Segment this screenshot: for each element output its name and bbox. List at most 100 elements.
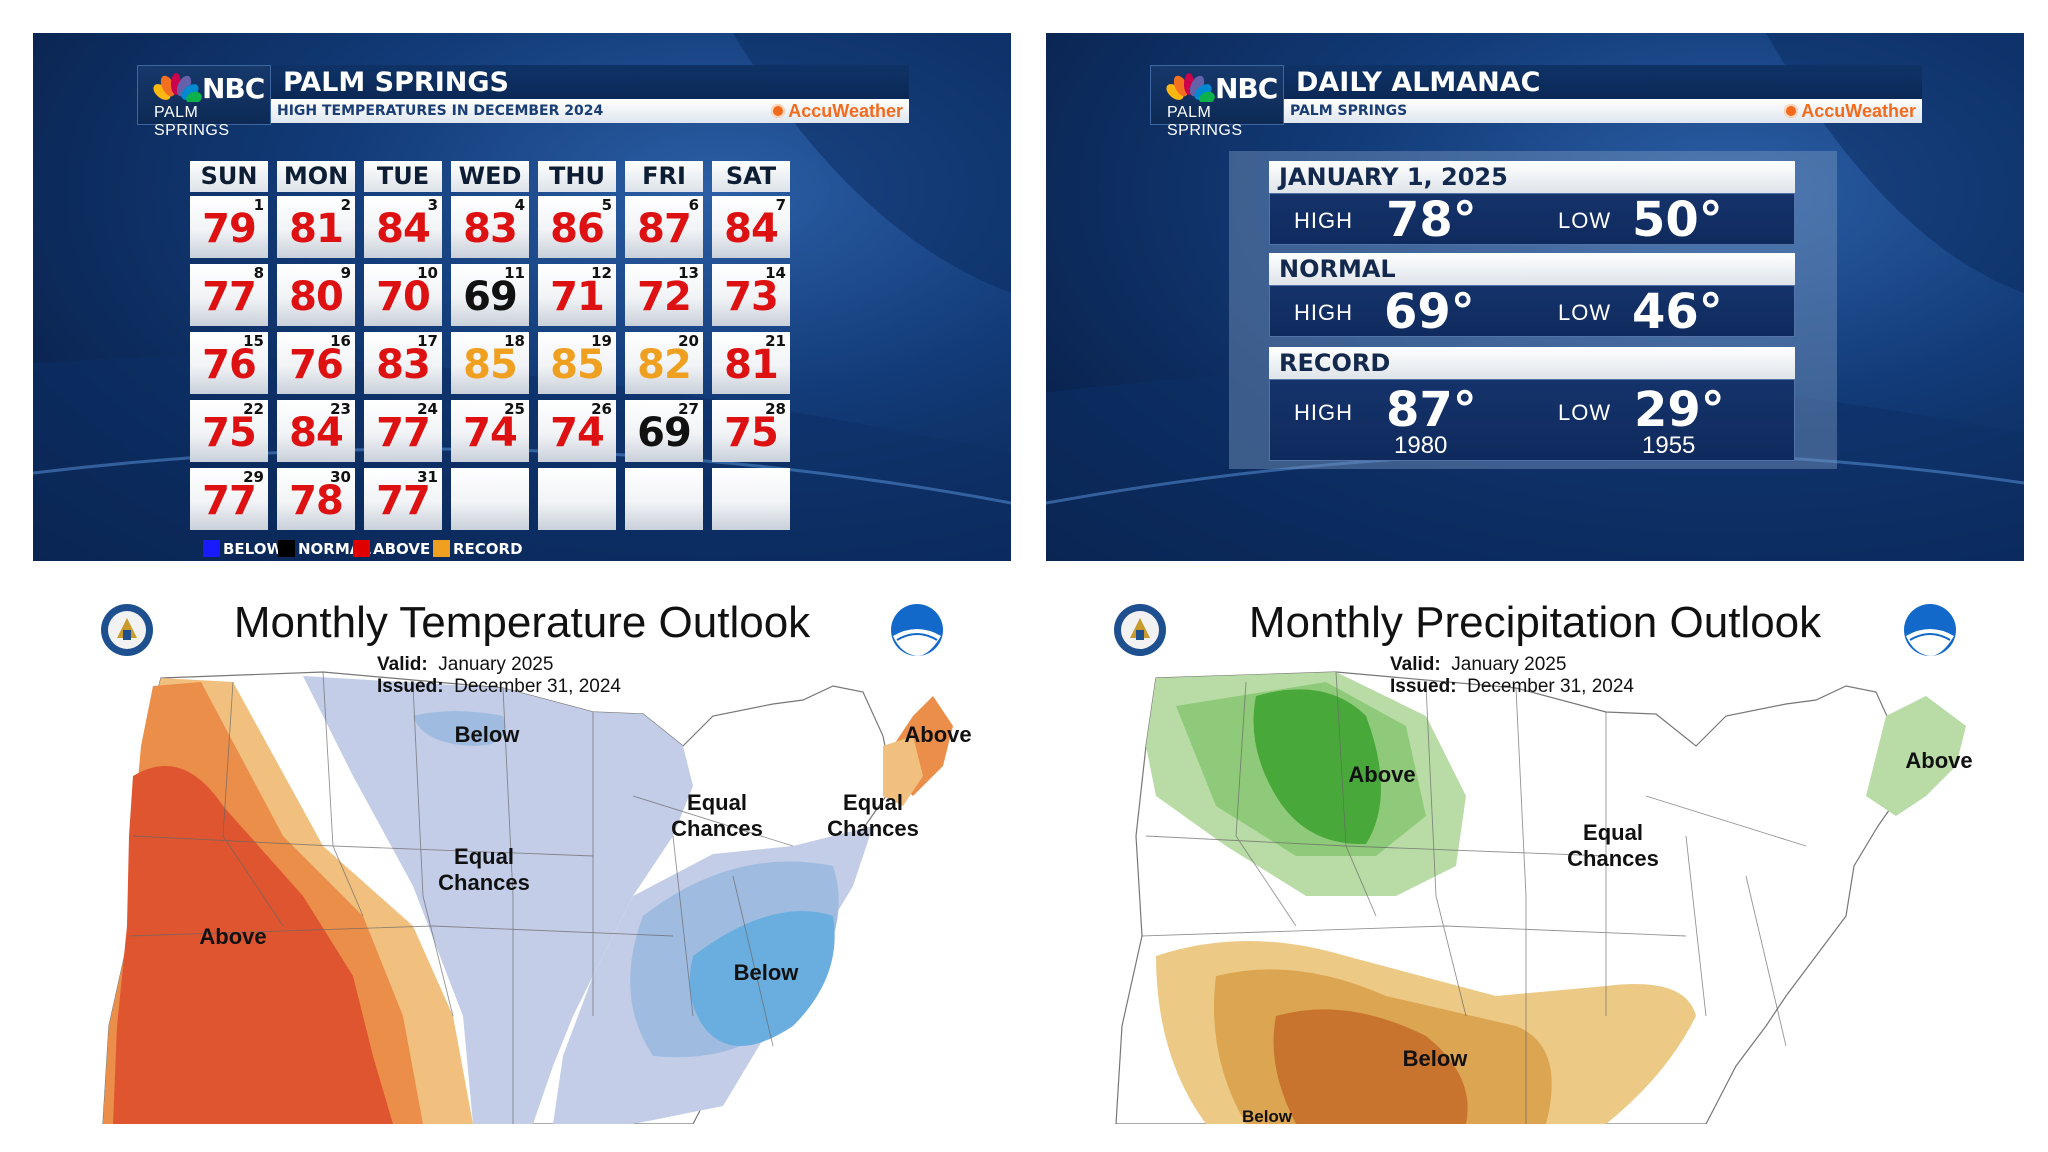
above-dark-region xyxy=(113,766,393,1124)
calendar-day-cell: 7 84 xyxy=(712,196,790,258)
day-number: 13 xyxy=(678,264,699,282)
low-label: LOW xyxy=(1558,300,1612,325)
high-temperature: 70 xyxy=(376,274,431,320)
normal-high: 69° xyxy=(1384,284,1475,340)
calendar-panel: NBC PALM SPRINGS PALM SPRINGS HIGH TEMPE… xyxy=(33,33,1011,561)
calendar-day-cell: 10 70 xyxy=(364,264,442,326)
day-number: 3 xyxy=(427,196,438,214)
valid-line: Valid: January 2025 xyxy=(1390,654,1566,676)
day-number: 10 xyxy=(417,264,438,282)
above-west-label: Above xyxy=(199,924,266,949)
calendar-day-cell: 11 69 xyxy=(451,264,529,326)
day-number: 1 xyxy=(253,196,264,214)
issued-line: Issued: December 31, 2024 xyxy=(1390,676,1634,698)
weekday-tue: TUE xyxy=(364,161,442,192)
high-temperature: 73 xyxy=(724,274,779,320)
legend-label: NORMAL xyxy=(298,540,371,558)
valid-label: Valid: xyxy=(377,654,428,675)
panel-subtitle: HIGH TEMPERATURES IN DECEMBER 2024 xyxy=(277,103,604,119)
day-number: 22 xyxy=(243,400,264,418)
below-bottom-label: Below xyxy=(1242,1107,1293,1124)
day-number: 27 xyxy=(678,400,699,418)
high-temperature: 83 xyxy=(376,342,431,388)
below-light-region xyxy=(303,676,693,1124)
high-temperature: 84 xyxy=(289,410,344,456)
normal-low: 46° xyxy=(1632,284,1723,340)
normal-row: HIGH 69° LOW 46° xyxy=(1269,284,1795,340)
high-temperature: 84 xyxy=(376,206,431,252)
high-temperature: 74 xyxy=(550,410,605,456)
record-label: RECORD xyxy=(1269,347,1795,379)
equal-chances-ne-label-1: Equal xyxy=(843,790,903,815)
high-temperature: 69 xyxy=(637,410,692,456)
calendar-day-cell: 6 87 xyxy=(625,196,703,258)
high-temperature: 78 xyxy=(289,478,344,524)
equal-chances-label-1: Equal xyxy=(1583,820,1643,845)
weekday-sat: SAT xyxy=(712,161,790,192)
equal-chances-greatlakes-label-1: Equal xyxy=(687,790,747,815)
legend-label: ABOVE xyxy=(373,540,431,558)
calendar-day-cell: 5 86 xyxy=(538,196,616,258)
sponsor-name: AccuWeather xyxy=(788,101,903,121)
station-name: PALM SPRINGS xyxy=(1167,104,1243,139)
subtitle-bar: HIGH TEMPERATURES IN DECEMBER 2024 AccuW… xyxy=(271,99,909,123)
day-number: 11 xyxy=(504,264,525,282)
calendar-day-cell: 27 69 xyxy=(625,400,703,462)
map-title: Monthly Temperature Outlook xyxy=(233,598,811,647)
record-high: 87° xyxy=(1386,382,1477,438)
high-temperature: 75 xyxy=(724,410,779,456)
weekday-sun: SUN xyxy=(190,161,268,192)
valid-value: January 2025 xyxy=(438,654,554,675)
low-label: LOW xyxy=(1558,208,1612,233)
date-label: JANUARY 1, 2025 xyxy=(1269,161,1795,193)
day-number: 23 xyxy=(330,400,351,418)
title-bar: DAILY ALMANAC xyxy=(1284,65,1922,99)
record-low: 29° xyxy=(1634,382,1725,438)
above-north-label: Above xyxy=(1348,762,1415,787)
high-temperature: 74 xyxy=(463,410,518,456)
day-number: 7 xyxy=(775,196,786,214)
map-title: Monthly Precipitation Outlook xyxy=(1248,598,1822,647)
precipitation-outlook-map: Above Above Equal Chances Below Below Mo… xyxy=(1046,596,2024,1124)
network-name: NBC xyxy=(202,72,265,105)
calendar-day-cell xyxy=(625,468,703,530)
day-number: 14 xyxy=(765,264,786,282)
day-number: 15 xyxy=(243,332,264,350)
calendar-day-cell xyxy=(451,468,529,530)
peacock-icon xyxy=(1166,73,1215,102)
calendar-day-cell: 30 78 xyxy=(277,468,355,530)
calendar-day-cell: 31 77 xyxy=(364,468,442,530)
valid-line: Valid: January 2025 xyxy=(377,654,553,676)
issued-value: December 31, 2024 xyxy=(1467,676,1634,697)
normal-label: NORMAL xyxy=(1269,253,1795,285)
calendar-day-cell: 28 75 xyxy=(712,400,790,462)
equal-chances-greatlakes-label-2: Chances xyxy=(671,816,763,841)
day-number: 28 xyxy=(765,400,786,418)
high-temperature: 75 xyxy=(202,410,257,456)
calendar-day-cell: 15 76 xyxy=(190,332,268,394)
day-number: 4 xyxy=(514,196,525,214)
sun-icon xyxy=(771,104,786,118)
subtitle-bar: PALM SPRINGS AccuWeather xyxy=(1284,99,1922,123)
calendar-day-cell: 29 77 xyxy=(190,468,268,530)
high-temperature: 81 xyxy=(724,342,779,388)
calendar-header: NBC PALM SPRINGS PALM SPRINGS HIGH TEMPE… xyxy=(137,65,909,139)
peacock-icon xyxy=(153,73,202,102)
day-number: 31 xyxy=(417,468,438,486)
legend-label: RECORD xyxy=(453,540,523,558)
above-northeast-label: Above xyxy=(904,722,971,747)
day-number: 9 xyxy=(340,264,351,282)
calendar-day-cell: 19 85 xyxy=(538,332,616,394)
sponsor-name: AccuWeather xyxy=(1801,101,1916,121)
noaa-logo-icon xyxy=(1904,604,1956,656)
weekday-thu: THU xyxy=(538,161,616,192)
high-temperature: 86 xyxy=(550,206,605,252)
issued-value: December 31, 2024 xyxy=(454,676,621,697)
network-name: NBC xyxy=(1215,72,1278,105)
equal-chances-plains-label-2: Chances xyxy=(438,870,530,895)
calendar-day-cell: 3 84 xyxy=(364,196,442,258)
nbc-logo: NBC PALM SPRINGS xyxy=(1150,65,1284,139)
below-north-label: Below xyxy=(455,722,521,747)
record-low-year: 1955 xyxy=(1642,432,1696,459)
almanac-header: NBC PALM SPRINGS DAILY ALMANAC PALM SPRI… xyxy=(1150,65,1922,139)
